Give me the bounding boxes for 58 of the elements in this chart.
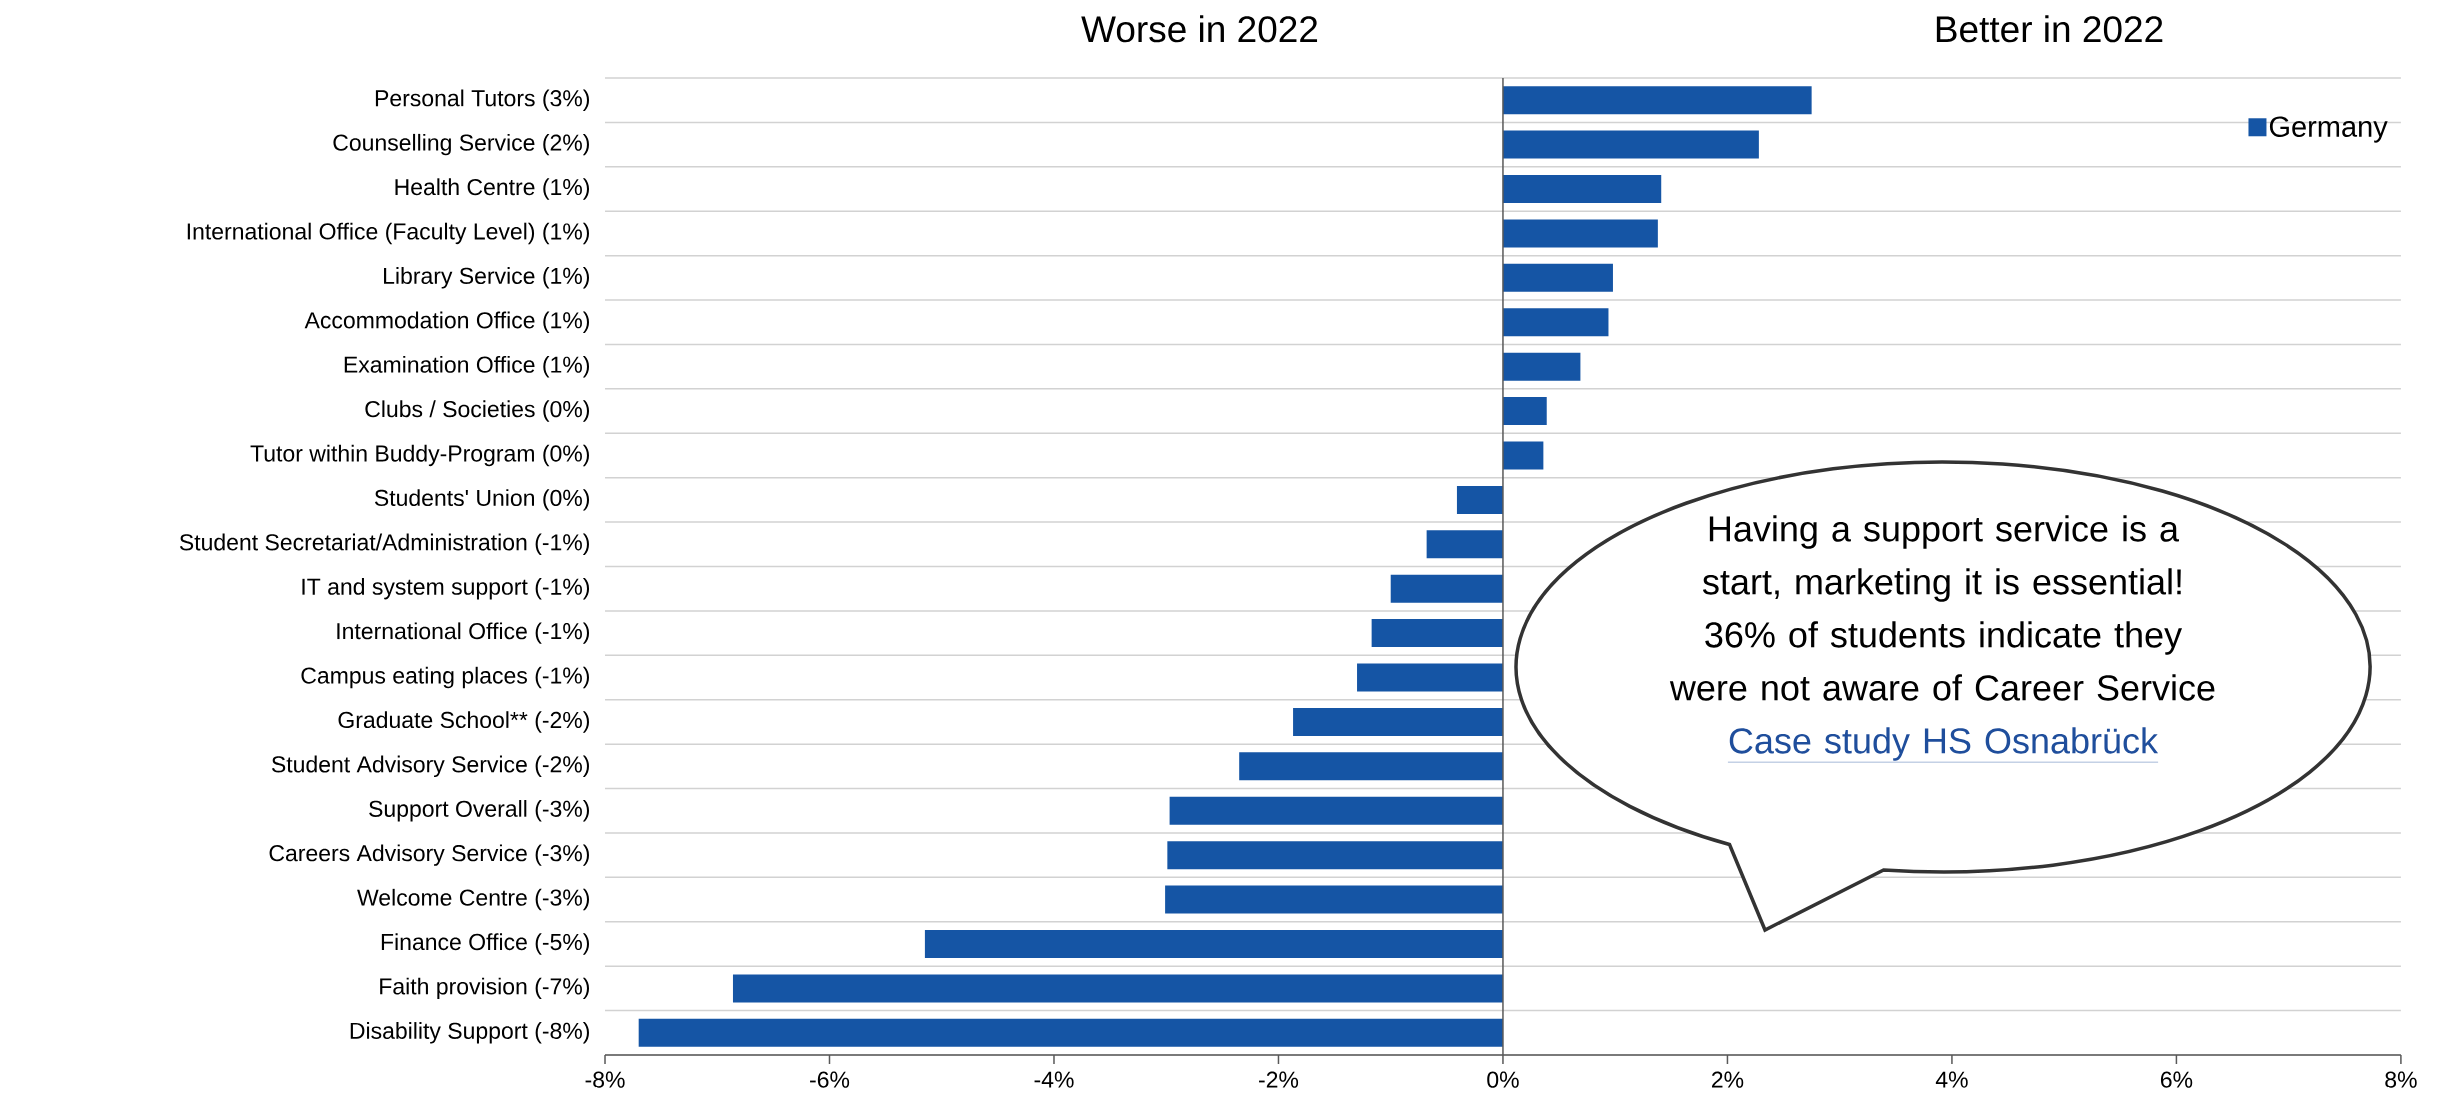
bar [1456, 485, 1503, 514]
y-tick-label: Careers Advisory Service (-3%) [269, 844, 589, 866]
bar [1169, 796, 1503, 825]
bar [1502, 219, 1658, 248]
annotation: Case study HS Osnabrück [1729, 727, 2159, 761]
x-tick-label: -2% [1259, 1071, 1299, 1088]
y-tick-label: Examination Office (1%) [344, 355, 590, 378]
y-tick-label: Students' Union (0%) [374, 489, 590, 511]
bar [1502, 441, 1544, 470]
text: Worse in 2022 [1081, 15, 1318, 43]
text: Better in 2022 [1936, 15, 2163, 43]
bar [1502, 263, 1613, 292]
bar [1502, 130, 1759, 159]
bar [1502, 175, 1662, 204]
y-tick-label: Finance Office (-5%) [381, 933, 590, 955]
y-tick-label: Personal Tutors (3%) [375, 89, 590, 111]
bar [638, 1018, 1503, 1047]
y-tick-label: Tutor within Buddy-Program (0%) [250, 444, 589, 467]
bar [1357, 663, 1503, 692]
y-tick-label: Counselling Service (2%) [333, 133, 589, 156]
bar [1502, 352, 1581, 381]
x-tick-label: 4% [1935, 1071, 1968, 1088]
bar [1293, 707, 1503, 736]
y-tick-label: Welcome Centre (-3%) [357, 888, 590, 911]
bar [1390, 574, 1503, 603]
y-tick-label: Student Advisory Service (-2%) [271, 755, 590, 778]
bar [924, 929, 1503, 958]
bar [1165, 885, 1503, 914]
y-tick-label: Clubs / Societies (0%) [365, 400, 590, 422]
y-tick-label: Student Secretariat/Administration (-1%) [179, 533, 589, 556]
y-tick-label: Faith provision (-7%) [380, 977, 590, 1000]
legend-label: Germany [2269, 116, 2388, 143]
bar [1426, 530, 1503, 559]
y-tick-label: Library Service (1%) [384, 267, 590, 289]
annotation: Having a support service is a start, marketing it is essential! 36% of students indicate they were not aware of Career Service [1669, 515, 2215, 701]
x-tick-label: 0% [1487, 1071, 1519, 1088]
y-tick-label: Support Overall (-3%) [369, 800, 590, 822]
bar [732, 974, 1503, 1003]
bar [1502, 86, 1812, 115]
y-tick-label: IT and system support (-1%) [302, 577, 590, 600]
y-tick-label: International Office (-1%) [337, 622, 590, 644]
y-tick-label: Accommodation Office (1%) [304, 311, 590, 333]
y-tick-label: Health Centre (1%) [395, 178, 590, 200]
bar [1502, 397, 1547, 426]
bar [1239, 752, 1503, 781]
x-tick-label: -4% [1034, 1071, 1074, 1088]
y-tick-label: International Office (Faculty Level) (1%) [187, 222, 590, 245]
y-tick-label: Campus eating places (-1%) [301, 666, 589, 689]
x-tick-label: 6% [2160, 1071, 2193, 1088]
y-tick-label: Disability Support (-8%) [350, 1022, 589, 1044]
bar [1167, 841, 1503, 870]
x-tick-label: -8% [585, 1071, 625, 1088]
y-tick-label: Graduate School** (-2%) [338, 711, 589, 733]
x-tick-label: -6% [810, 1071, 850, 1088]
x-tick-label: 2% [1711, 1071, 1744, 1088]
x-tick-label: 8% [2385, 1071, 2417, 1088]
bar [1371, 619, 1503, 648]
bar [1502, 308, 1609, 337]
